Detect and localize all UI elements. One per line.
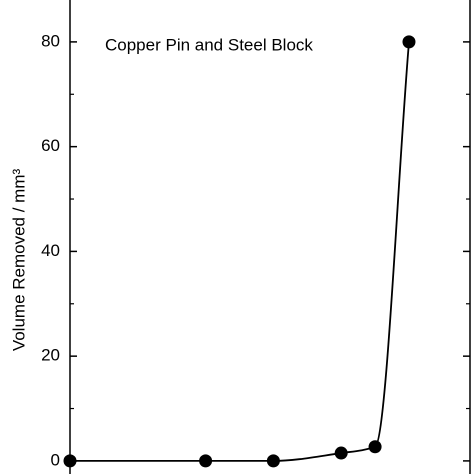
y-tick-label: 0 [51,450,60,469]
y-tick-label: 40 [41,241,60,260]
y-tick-label: 60 [41,136,60,155]
data-point [266,454,280,468]
data-point [334,446,348,460]
curve [70,41,410,462]
y-tick-label: 80 [41,31,60,50]
data-point [63,454,77,468]
y-axis-label: Volume Removed / mm³ [9,168,28,351]
data-point [199,454,213,468]
data-point [402,35,416,49]
y-tick-label: 20 [41,346,60,365]
annotation: Copper Pin and Steel Block [105,35,313,54]
data-point [368,440,382,454]
